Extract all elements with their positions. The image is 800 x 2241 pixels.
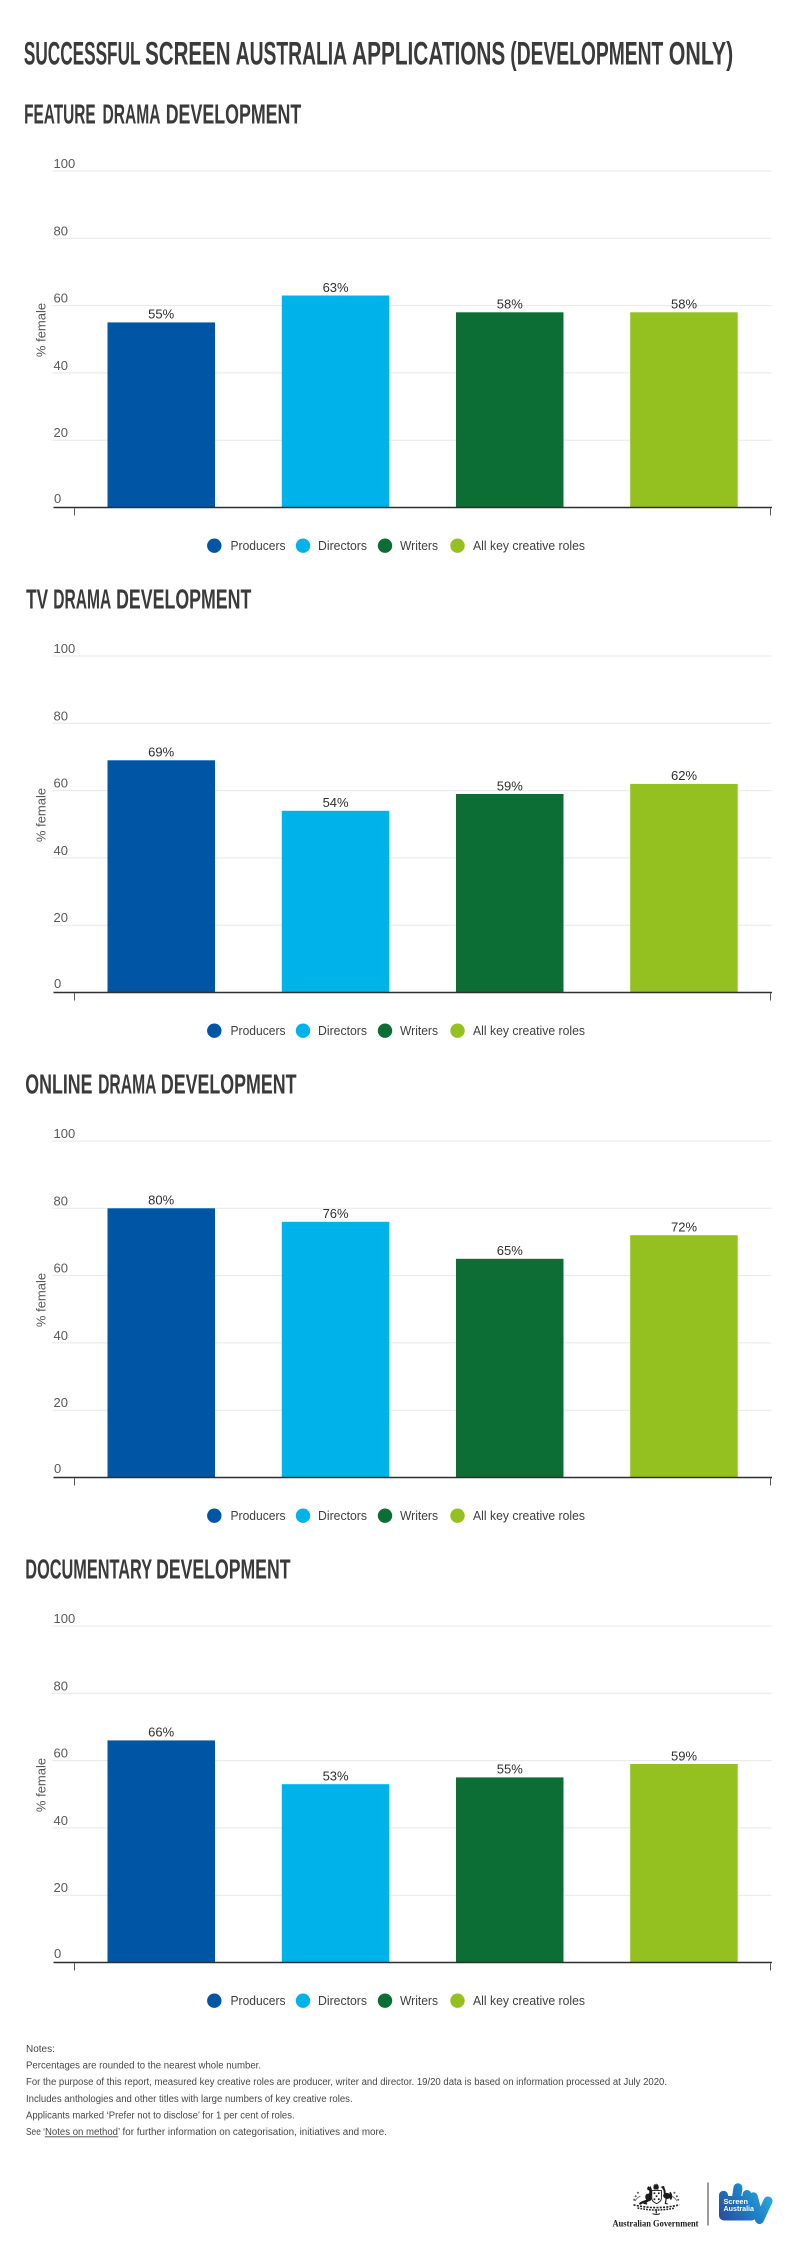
svg-text:40: 40 (54, 358, 68, 373)
svg-text:Australian Government: Australian Government (613, 2219, 700, 2229)
svg-text:55%: 55% (148, 307, 174, 322)
svg-text:Producers: Producers (231, 1508, 286, 1523)
svg-text:76%: 76% (323, 1206, 349, 1221)
svg-text:40: 40 (54, 1328, 68, 1343)
svg-text:20: 20 (54, 1880, 68, 1895)
svg-text:58%: 58% (671, 297, 697, 312)
svg-text:20: 20 (54, 1395, 68, 1410)
svg-text:DRAMA: DRAMA (103, 98, 161, 129)
svg-text:% female: % female (33, 1273, 48, 1327)
svg-text:ONLY): ONLY) (669, 36, 734, 72)
svg-text:80: 80 (54, 1193, 68, 1208)
svg-text:ONLINE: ONLINE (25, 1068, 92, 1099)
svg-text:DEVELOPMENT: DEVELOPMENT (166, 98, 302, 129)
svg-text:Australia: Australia (724, 2206, 755, 2213)
svg-text:Directors: Directors (318, 1993, 367, 2008)
svg-text:All key creative roles: All key creative roles (473, 1023, 585, 1038)
svg-text:Includes anthologies and other: Includes anthologies and other titles wi… (26, 2094, 353, 2105)
svg-text:Percentages are rounded to the: Percentages are rounded to the nearest w… (26, 2061, 261, 2072)
svg-text:% female: % female (33, 788, 48, 842)
svg-text:72%: 72% (671, 1220, 697, 1235)
svg-text:0: 0 (54, 491, 61, 506)
svg-text:All key creative roles: All key creative roles (473, 1508, 585, 1523)
svg-text:DEVELOPMENT: DEVELOPMENT (116, 583, 251, 614)
svg-text:59%: 59% (497, 778, 523, 793)
svg-text:TV: TV (26, 583, 48, 614)
svg-text:80%: 80% (148, 1193, 174, 1208)
svg-text:40: 40 (54, 843, 68, 858)
svg-text:DOCUMENTARY: DOCUMENTARY (25, 1553, 152, 1584)
svg-text:20: 20 (54, 910, 68, 925)
svg-text:See ‘: See ‘ (26, 2127, 45, 2138)
svg-text:Notes:: Notes: (26, 2044, 55, 2055)
svg-text:Notes on method: Notes on method (45, 2127, 118, 2138)
svg-text:58%: 58% (497, 297, 523, 312)
svg-text:60: 60 (54, 1746, 68, 1761)
svg-text:100: 100 (54, 156, 76, 171)
svg-text:SUCCESSFUL: SUCCESSFUL (24, 36, 141, 72)
svg-text:60: 60 (54, 776, 68, 791)
svg-text:80: 80 (54, 1678, 68, 1693)
svg-text:65%: 65% (497, 1243, 523, 1258)
svg-text:FEATURE: FEATURE (24, 98, 96, 129)
svg-text:40: 40 (54, 1813, 68, 1828)
svg-text:All key creative roles: All key creative roles (473, 538, 585, 553)
svg-text:Writers: Writers (400, 1993, 438, 2008)
svg-text:100: 100 (54, 1611, 76, 1626)
svg-text:DEVELOPMENT: DEVELOPMENT (156, 1553, 291, 1584)
svg-text:100: 100 (54, 1126, 76, 1141)
svg-text:(DEVELOPMENT: (DEVELOPMENT (510, 36, 663, 72)
svg-text:Writers: Writers (400, 1023, 438, 1038)
svg-text:0: 0 (54, 976, 61, 991)
svg-text:Producers: Producers (231, 1023, 286, 1038)
svg-text:Producers: Producers (231, 1993, 286, 2008)
svg-text:0: 0 (54, 1461, 61, 1476)
svg-text:All key creative roles: All key creative roles (473, 1993, 585, 2008)
svg-text:DEVELOPMENT: DEVELOPMENT (161, 1068, 297, 1099)
svg-text:60: 60 (54, 1261, 68, 1276)
svg-text:Screen: Screen (724, 2199, 749, 2206)
svg-text:59%: 59% (671, 1748, 697, 1763)
svg-text:66%: 66% (148, 1725, 174, 1740)
svg-text:80: 80 (54, 223, 68, 238)
svg-text:54%: 54% (323, 795, 349, 810)
svg-text:63%: 63% (323, 280, 349, 295)
svg-text:Writers: Writers (400, 1508, 438, 1523)
svg-text:Directors: Directors (318, 1023, 367, 1038)
svg-text:100: 100 (54, 641, 76, 656)
svg-text:For the purpose of this report: For the purpose of this report, measured… (26, 2077, 667, 2088)
svg-text:62%: 62% (671, 768, 697, 783)
svg-text:% female: % female (33, 303, 48, 357)
svg-text:APPLICATIONS: APPLICATIONS (352, 36, 505, 72)
svg-text:% female: % female (33, 1758, 48, 1812)
svg-text:SCREEN: SCREEN (145, 36, 230, 72)
svg-text:DRAMA: DRAMA (98, 1068, 156, 1099)
svg-text:53%: 53% (323, 1769, 349, 1784)
svg-text:Producers: Producers (231, 538, 286, 553)
svg-text:AUSTRALIA: AUSTRALIA (236, 36, 347, 72)
svg-text:60: 60 (54, 291, 68, 306)
svg-text:’ for further information on c: ’ for further information on categorisat… (118, 2127, 387, 2138)
svg-text:Directors: Directors (318, 1508, 367, 1523)
svg-text:20: 20 (54, 425, 68, 440)
svg-text:DRAMA: DRAMA (53, 583, 111, 614)
svg-text:Applicants marked ‘Prefer not: Applicants marked ‘Prefer not to disclos… (26, 2110, 295, 2121)
svg-text:0: 0 (54, 1946, 61, 1961)
svg-text:Writers: Writers (400, 538, 438, 553)
svg-text:Directors: Directors (318, 538, 367, 553)
svg-text:80: 80 (54, 708, 68, 723)
svg-text:69%: 69% (148, 745, 174, 760)
svg-text:55%: 55% (497, 1762, 523, 1777)
